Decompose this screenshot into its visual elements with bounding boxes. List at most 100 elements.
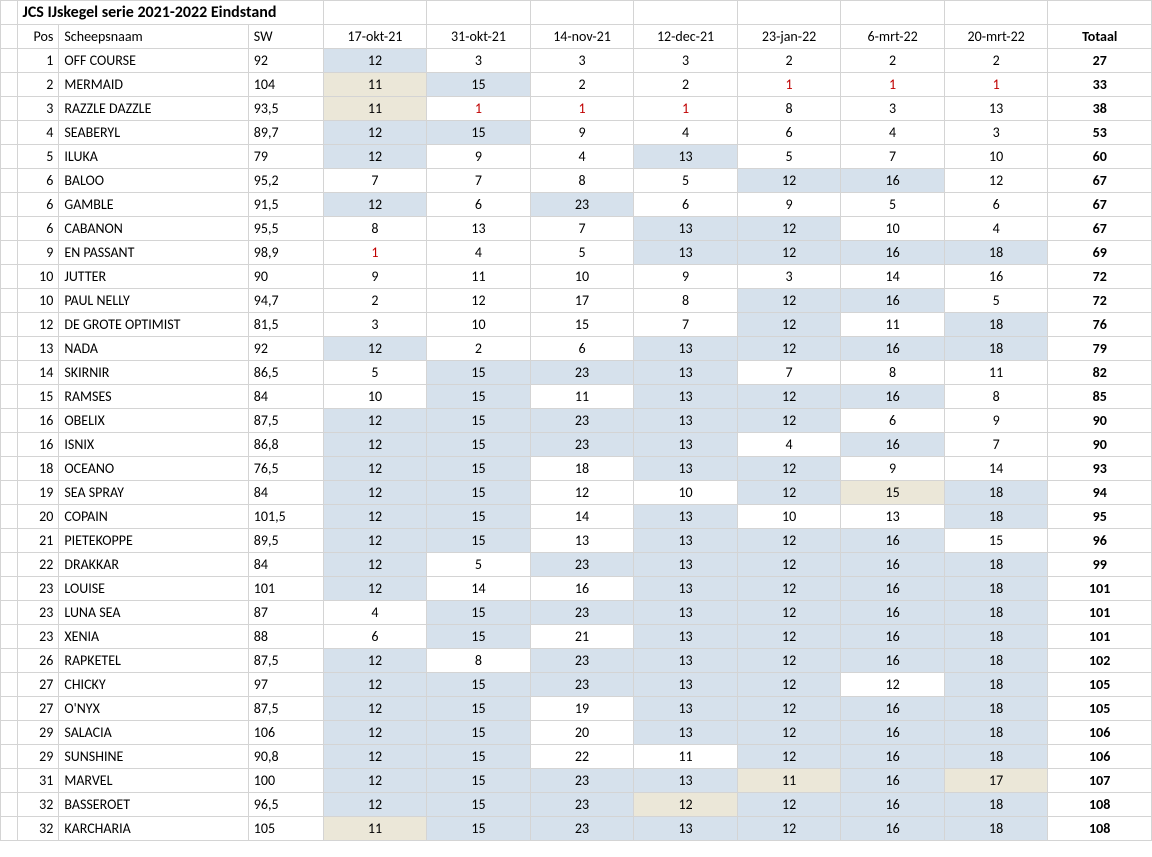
cell-race-score: 8 bbox=[634, 289, 738, 313]
cell-ship-name: NADA bbox=[59, 337, 248, 361]
cell-race-score: 7 bbox=[944, 433, 1048, 457]
cell-race-score: 12 bbox=[737, 385, 841, 409]
cell-race-score: 8 bbox=[737, 97, 841, 121]
cell-race-score: 12 bbox=[737, 673, 841, 697]
stub-cell bbox=[1, 241, 18, 265]
cell-pos: 27 bbox=[17, 697, 59, 721]
table-row: 29SUNSHINE90,812152211121618106 bbox=[1, 745, 1152, 769]
stub-cell bbox=[1, 385, 18, 409]
cell-race-score: 7 bbox=[634, 313, 738, 337]
cell-ship-name: SEA SPRAY bbox=[59, 481, 248, 505]
cell-race-score: 13 bbox=[841, 505, 945, 529]
cell-ship-name: GAMBLE bbox=[59, 193, 248, 217]
cell-sw: 87 bbox=[248, 601, 323, 625]
cell-sw: 106 bbox=[248, 721, 323, 745]
cell-pos: 15 bbox=[17, 385, 59, 409]
cell-race-score: 7 bbox=[530, 217, 634, 241]
cell-pos: 21 bbox=[17, 529, 59, 553]
cell-race-score: 5 bbox=[841, 193, 945, 217]
cell-sw: 84 bbox=[248, 481, 323, 505]
cell-pos: 13 bbox=[17, 337, 59, 361]
header-race: 23-jan-22 bbox=[737, 25, 841, 49]
cell-race-score: 18 bbox=[944, 313, 1048, 337]
cell-race-score: 12 bbox=[737, 529, 841, 553]
cell-race-score: 12 bbox=[737, 313, 841, 337]
cell-race-score: 12 bbox=[323, 193, 427, 217]
stub-cell bbox=[1, 625, 18, 649]
cell-ship-name: BASSEROET bbox=[59, 793, 248, 817]
cell-pos: 10 bbox=[17, 265, 59, 289]
cell-race-score: 15 bbox=[427, 433, 531, 457]
cell-race-score: 12 bbox=[323, 433, 427, 457]
cell-pos: 9 bbox=[17, 241, 59, 265]
cell-race-score: 23 bbox=[530, 553, 634, 577]
cell-ship-name: SEABERYL bbox=[59, 121, 248, 145]
stub-cell bbox=[1, 313, 18, 337]
cell-race-score: 12 bbox=[737, 745, 841, 769]
cell-sw: 97 bbox=[248, 673, 323, 697]
cell-ship-name: RAZZLE DAZZLE bbox=[59, 97, 248, 121]
table-row: 10PAUL NELLY94,72121781216572 bbox=[1, 289, 1152, 313]
cell-race-score: 9 bbox=[944, 409, 1048, 433]
stub-cell bbox=[1, 673, 18, 697]
header-total: Totaal bbox=[1048, 25, 1152, 49]
cell-total: 67 bbox=[1048, 193, 1152, 217]
cell-sw: 90,8 bbox=[248, 745, 323, 769]
stub-cell bbox=[1, 481, 18, 505]
stub-cell bbox=[1, 529, 18, 553]
cell-race-score: 11 bbox=[323, 817, 427, 841]
cell-race-score: 21 bbox=[530, 625, 634, 649]
cell-race-score: 12 bbox=[323, 697, 427, 721]
cell-race-score: 1 bbox=[944, 73, 1048, 97]
cell-race-score: 23 bbox=[530, 193, 634, 217]
cell-sw: 76,5 bbox=[248, 457, 323, 481]
cell-race-score: 13 bbox=[634, 817, 738, 841]
spreadsheet-sheet: JCS IJskegel serie 2021-2022 Eindstand P… bbox=[0, 0, 1152, 841]
cell-race-score: 1 bbox=[530, 97, 634, 121]
cell-race-score: 13 bbox=[634, 409, 738, 433]
cell-race-score: 16 bbox=[841, 169, 945, 193]
cell-ship-name: SKIRNIR bbox=[59, 361, 248, 385]
header-race: 14-nov-21 bbox=[530, 25, 634, 49]
cell-race-score: 13 bbox=[634, 433, 738, 457]
cell-race-score: 13 bbox=[634, 769, 738, 793]
stub-cell bbox=[1, 721, 18, 745]
cell-sw: 100 bbox=[248, 769, 323, 793]
cell-race-score: 6 bbox=[634, 193, 738, 217]
cell-race-score: 1 bbox=[634, 97, 738, 121]
cell-race-score: 3 bbox=[323, 313, 427, 337]
table-row: 14SKIRNIR86,55152313781182 bbox=[1, 361, 1152, 385]
cell-race-score: 16 bbox=[841, 553, 945, 577]
cell-race-score: 18 bbox=[944, 817, 1048, 841]
cell-race-score: 12 bbox=[737, 721, 841, 745]
stub-cell bbox=[1, 217, 18, 241]
cell-total: 93 bbox=[1048, 457, 1152, 481]
table-row: 26RAPKETEL87,51282313121618102 bbox=[1, 649, 1152, 673]
cell-sw: 87,5 bbox=[248, 697, 323, 721]
cell-race-score: 18 bbox=[944, 337, 1048, 361]
stub-cell bbox=[1, 97, 18, 121]
cell-race-score: 12 bbox=[323, 649, 427, 673]
cell-sw: 87,5 bbox=[248, 409, 323, 433]
cell-ship-name: LOUISE bbox=[59, 577, 248, 601]
table-row: 22DRAKKAR84125231312161899 bbox=[1, 553, 1152, 577]
cell-ship-name: ILUKA bbox=[59, 145, 248, 169]
cell-ship-name: OFF COURSE bbox=[59, 49, 248, 73]
cell-race-score: 23 bbox=[530, 793, 634, 817]
cell-race-score: 2 bbox=[737, 49, 841, 73]
cell-race-score: 12 bbox=[323, 457, 427, 481]
cell-race-score: 15 bbox=[841, 481, 945, 505]
cell-race-score: 18 bbox=[944, 721, 1048, 745]
cell-race-score: 13 bbox=[634, 217, 738, 241]
cell-race-score: 2 bbox=[427, 337, 531, 361]
stub-cell bbox=[1, 25, 18, 49]
cell-ship-name: OCEANO bbox=[59, 457, 248, 481]
cell-total: 101 bbox=[1048, 601, 1152, 625]
cell-sw: 84 bbox=[248, 385, 323, 409]
cell-race-score: 23 bbox=[530, 673, 634, 697]
stub-cell bbox=[1, 457, 18, 481]
cell-race-score: 11 bbox=[323, 73, 427, 97]
cell-race-score: 1 bbox=[427, 97, 531, 121]
cell-ship-name: COPAIN bbox=[59, 505, 248, 529]
cell-race-score: 1 bbox=[841, 73, 945, 97]
